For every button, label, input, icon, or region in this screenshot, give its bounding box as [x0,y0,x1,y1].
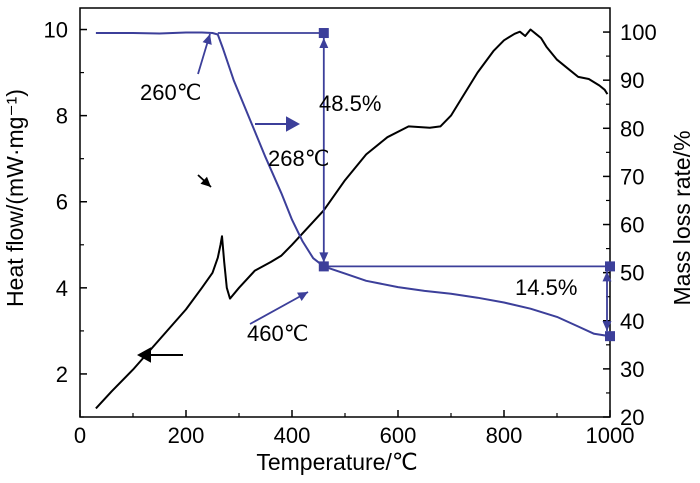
loss-2-arrow-down [602,321,612,332]
end-pointer [249,291,309,325]
end-level-marker [605,261,615,272]
x-tick-label: 1000 [586,423,635,448]
heat-flow-line [95,28,609,410]
end-pointer-head [297,292,308,301]
left-y-tick-label: 10 [44,18,68,43]
loss-1-arrow-down [319,252,329,263]
x-tick-label: 800 [486,423,523,448]
axes: 0 200 400 600 800 1000 2 4 6 8 10 20 30 40 50 60 70 80 90 1… [44,7,657,448]
mass-axis-arrow-head [286,116,300,132]
end-point-marker [318,261,329,272]
left-y-tick-label: 2 [56,362,68,387]
peak-pointer-head [200,176,211,187]
right-y-tick-label: 100 [620,20,657,45]
x-tick-label: 600 [380,423,417,448]
series-layer [95,28,611,410]
right-y-tick-label: 90 [620,68,644,93]
annotations-layer [137,28,615,363]
x-tick-label: 400 [274,423,311,448]
left-y-tick-label: 8 [56,104,68,129]
right-y-tick-label: 40 [620,309,644,334]
heat-axis-arrow-head [137,347,151,363]
right-y-tick-label: 60 [620,213,644,238]
right-y-tick-label: 20 [620,405,644,430]
x-tick-label: 200 [168,423,205,448]
right-y-tick-label: 80 [620,116,644,141]
onset-label: 260℃ [140,80,201,105]
final-point-marker [605,331,615,342]
right-y-tick-label: 30 [620,357,644,382]
right-y-axis-title: Mass loss rate/% [669,130,695,305]
right-y-tick-label: 50 [620,261,644,286]
onset-level-marker [318,28,329,39]
x-axis-title: Temperature/℃ [256,449,417,475]
right-y-tick-label: 70 [620,164,644,189]
loss-2-arrow-up [602,271,612,282]
end-label: 460℃ [247,321,308,346]
x-tick-label: 0 [74,423,86,448]
mass-loss-line [95,31,611,338]
peak-label: 268℃ [268,146,329,171]
loss-2-label: 14.5% [515,275,577,300]
onset-pointer-head [202,34,212,45]
loss-1-label: 48.5% [319,91,381,116]
loss-1-arrow-up [319,38,329,49]
left-y-tick-label: 4 [56,276,68,301]
left-y-axis-title: Heat flow/(mW·mg⁻¹) [2,89,28,307]
left-y-tick-label: 6 [56,190,68,215]
